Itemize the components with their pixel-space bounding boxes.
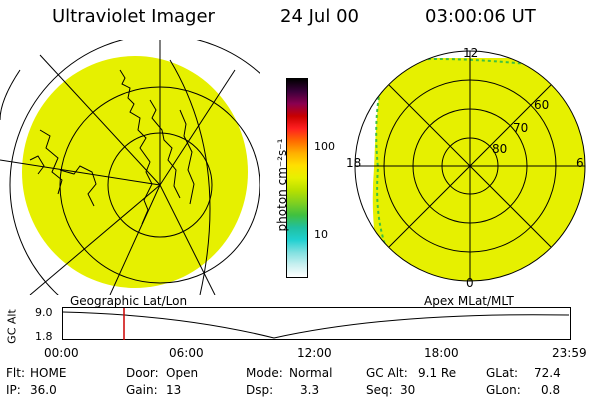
flt-value: HOME: [30, 366, 67, 380]
gain-value: 13: [166, 383, 182, 397]
colorbar-tick-100: 100: [314, 140, 335, 153]
time-tick-1800: 18:00: [424, 346, 459, 360]
mlt-label-18: 18: [346, 156, 362, 170]
alt-axis-label: GC Alt: [5, 309, 19, 344]
glat-value: 72.4: [534, 366, 561, 380]
mlt-label-0: 0: [466, 276, 474, 290]
glat-label: GLat:: [486, 366, 519, 380]
time-tick-2359: 23:59: [552, 346, 587, 360]
mode-label: Mode:: [246, 366, 283, 380]
flt-label: Flt:: [6, 366, 25, 380]
mlat-label-70: 70: [513, 121, 529, 135]
left-disk: [22, 56, 248, 288]
seq-value: 30: [400, 383, 416, 397]
ip-label: IP:: [6, 383, 21, 397]
time-tick-1200: 12:00: [297, 346, 332, 360]
right-coverage: [372, 58, 585, 281]
ip-value: 36.0: [30, 383, 57, 397]
dsp-value: 3.3: [300, 383, 320, 397]
geographic-map: [0, 40, 260, 295]
mlt-label-6: 6: [576, 156, 584, 170]
altitude-plot: [62, 307, 571, 340]
mlt-label-12: 12: [463, 46, 479, 60]
right-map-caption: Apex MLat/MLT: [424, 294, 514, 308]
gcalt-label: GC Alt:: [366, 366, 408, 380]
door-label: Door:: [126, 366, 159, 380]
colorbar-tick-10: 10: [314, 228, 328, 241]
time-tick-0000: 00:00: [44, 346, 79, 360]
left-map-caption: Geographic Lat/Lon: [70, 294, 188, 308]
alt-tick-high: 9.0: [35, 306, 53, 319]
colorbar: [286, 78, 308, 278]
time-label: 03:00:06 UT: [425, 6, 536, 27]
alt-tick-low: 1.8: [35, 330, 53, 343]
time-tick-0600: 06:00: [169, 346, 204, 360]
glon-label: GLon:: [486, 383, 521, 397]
date-label: 24 Jul 00: [280, 6, 359, 27]
door-value: Open: [166, 366, 199, 380]
dsp-label: Dsp:: [246, 383, 274, 397]
mlat-label-80: 80: [492, 142, 508, 156]
seq-label: Seq:: [366, 383, 393, 397]
gcalt-value: 9.1 Re: [418, 366, 457, 380]
gain-label: Gain:: [126, 383, 158, 397]
glon-value: 0.8: [541, 383, 561, 397]
magnetic-map: [354, 50, 586, 282]
app-title: Ultraviolet Imager: [52, 6, 215, 27]
mode-value: Normal: [289, 366, 333, 380]
colorbar-unit-label: photon cm⁻²s⁻¹: [275, 138, 289, 232]
mlat-label-60: 60: [534, 98, 550, 112]
